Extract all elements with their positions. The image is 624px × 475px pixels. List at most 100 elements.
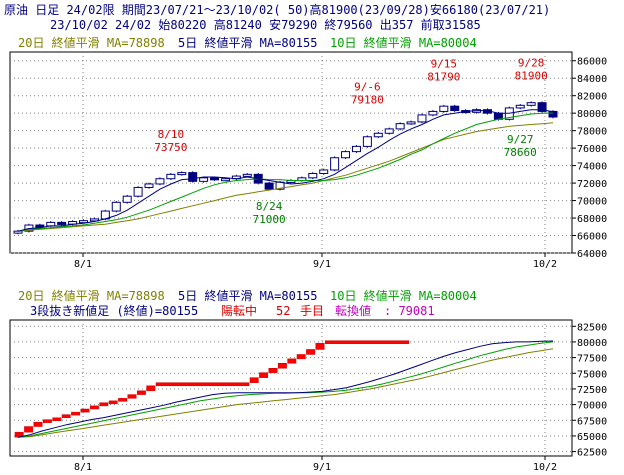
candle-body [330, 157, 340, 171]
new-price-brick [24, 426, 34, 433]
y-tick-label: 80000 [577, 109, 607, 120]
y-tick-label: 80000 [577, 338, 607, 349]
y-tick-label: 74000 [577, 162, 607, 173]
plot-frame [9, 319, 573, 457]
new-price-brick [80, 408, 90, 413]
new-price-brick [315, 342, 325, 350]
new-price-brick [99, 402, 109, 407]
y-tick-label: 76000 [577, 144, 607, 155]
bottom-count: 52 [276, 304, 290, 318]
candle-body [46, 221, 56, 227]
candle-body [351, 145, 361, 153]
new-price-brick [155, 382, 250, 387]
candle-body [133, 186, 143, 197]
ma10-line [17, 341, 554, 438]
new-price-brick [306, 349, 316, 355]
annotation-value: 79180 [351, 93, 384, 106]
candle-body [308, 172, 318, 179]
new-price-brick [71, 411, 81, 416]
new-price-brick [89, 405, 99, 410]
y-tick-label: 62500 [577, 448, 607, 459]
bottom-conv-label: 転換値 [335, 303, 371, 318]
candle-body [319, 169, 329, 174]
y-tick-label: 66000 [577, 232, 607, 243]
new-price-brick [42, 419, 52, 423]
candle-body [144, 183, 154, 188]
y-tick-label: 70000 [577, 197, 607, 208]
bottom-legend-ma10: 10日 終値平滑 MA=80004 [330, 288, 477, 303]
ma5-line [17, 340, 554, 438]
x-tick-label: 9/1 [313, 462, 331, 473]
candle-body [242, 173, 252, 177]
ma10-line [17, 112, 554, 232]
candle-body [220, 178, 230, 182]
new-price-panel: 62500 65000 67500 70000 72500 75000 77500 80000… [9, 319, 607, 473]
y-tick-label: 84000 [577, 74, 607, 85]
new-price-brick [259, 372, 269, 378]
ma20-line [17, 348, 554, 438]
new-price-brick [136, 390, 146, 395]
annotation-date: 9/-6 [354, 80, 381, 93]
new-price-brick [146, 385, 156, 392]
new-price-brick [277, 362, 287, 369]
candle-body [548, 110, 558, 118]
annotation-value: 71000 [253, 213, 286, 226]
annotation-value: 81790 [427, 71, 460, 84]
annotation-value: 73750 [154, 141, 187, 154]
annotation-date: 9/28 [518, 57, 545, 70]
bottom-legend-ma5: 5日 終値平滑 MA=80155 [178, 288, 317, 303]
top-legend-ma5: 5日 終値平滑 MA=80155 [178, 35, 317, 50]
candle-body [428, 110, 438, 116]
candle-body [79, 220, 89, 224]
new-price-brick [324, 340, 410, 344]
annotation-value: 78660 [504, 146, 537, 159]
candle-body [439, 105, 449, 112]
candle-body [362, 136, 372, 147]
new-price-brick [287, 358, 297, 364]
new-price-brick [249, 377, 259, 383]
candle-body [188, 172, 198, 182]
annotation-date: 8/10 [158, 128, 185, 141]
candle-body [384, 128, 394, 134]
y-tick-label: 82500 [577, 322, 607, 333]
header-line1: 原油 日足 24/02限 期間23/07/21～23/10/02( 50)高81… [4, 2, 550, 17]
bottom-unit: 手目 [300, 304, 324, 318]
candle-body [515, 104, 525, 109]
annotation-value: 81900 [515, 70, 548, 83]
new-price-brick [52, 417, 62, 422]
candle-body [526, 102, 536, 106]
ma20-line [17, 122, 554, 232]
candle-body [199, 177, 209, 182]
candlestick-panel: 64000 66000 68000 70000 72000 74000 76000 78000… [9, 51, 607, 270]
x-tick-label: 10/2 [533, 259, 557, 270]
candle-body [155, 178, 165, 185]
annotation-date: 9/15 [431, 58, 458, 71]
y-tick-label: 78000 [577, 127, 607, 138]
candle-body [406, 121, 416, 125]
top-legend-ma20: 20日 終値平滑 MA=78898 [18, 35, 165, 50]
y-tick-label: 75000 [577, 369, 607, 380]
y-tick-label: 72500 [577, 385, 607, 396]
x-tick-label: 10/2 [533, 462, 557, 473]
candle-body [417, 114, 427, 123]
candle-body [264, 182, 274, 190]
y-tick-label: 82000 [577, 92, 607, 103]
y-tick-label: 77500 [577, 354, 607, 365]
ma5-line [17, 109, 554, 232]
x-tick-label: 8/1 [74, 259, 92, 270]
new-price-brick [108, 400, 118, 405]
y-tick-label: 86000 [577, 57, 607, 68]
candle-body [395, 123, 405, 130]
candle-body [166, 173, 176, 180]
new-price-brick [268, 368, 278, 373]
candle-body [111, 201, 121, 212]
header-line2: 23/10/02 24/02 始80220 高81240 安79290 終795… [50, 17, 481, 32]
y-tick-label: 65000 [577, 432, 607, 443]
y-tick-label: 70000 [577, 401, 607, 412]
candle-body [537, 102, 547, 112]
candle-body [341, 151, 351, 159]
candle-body [210, 177, 220, 181]
y-tick-label: 72000 [577, 179, 607, 190]
candle-body [35, 224, 45, 228]
bottom-title-blue: 3段抜き新値足 (終値)=80155 [30, 303, 198, 318]
